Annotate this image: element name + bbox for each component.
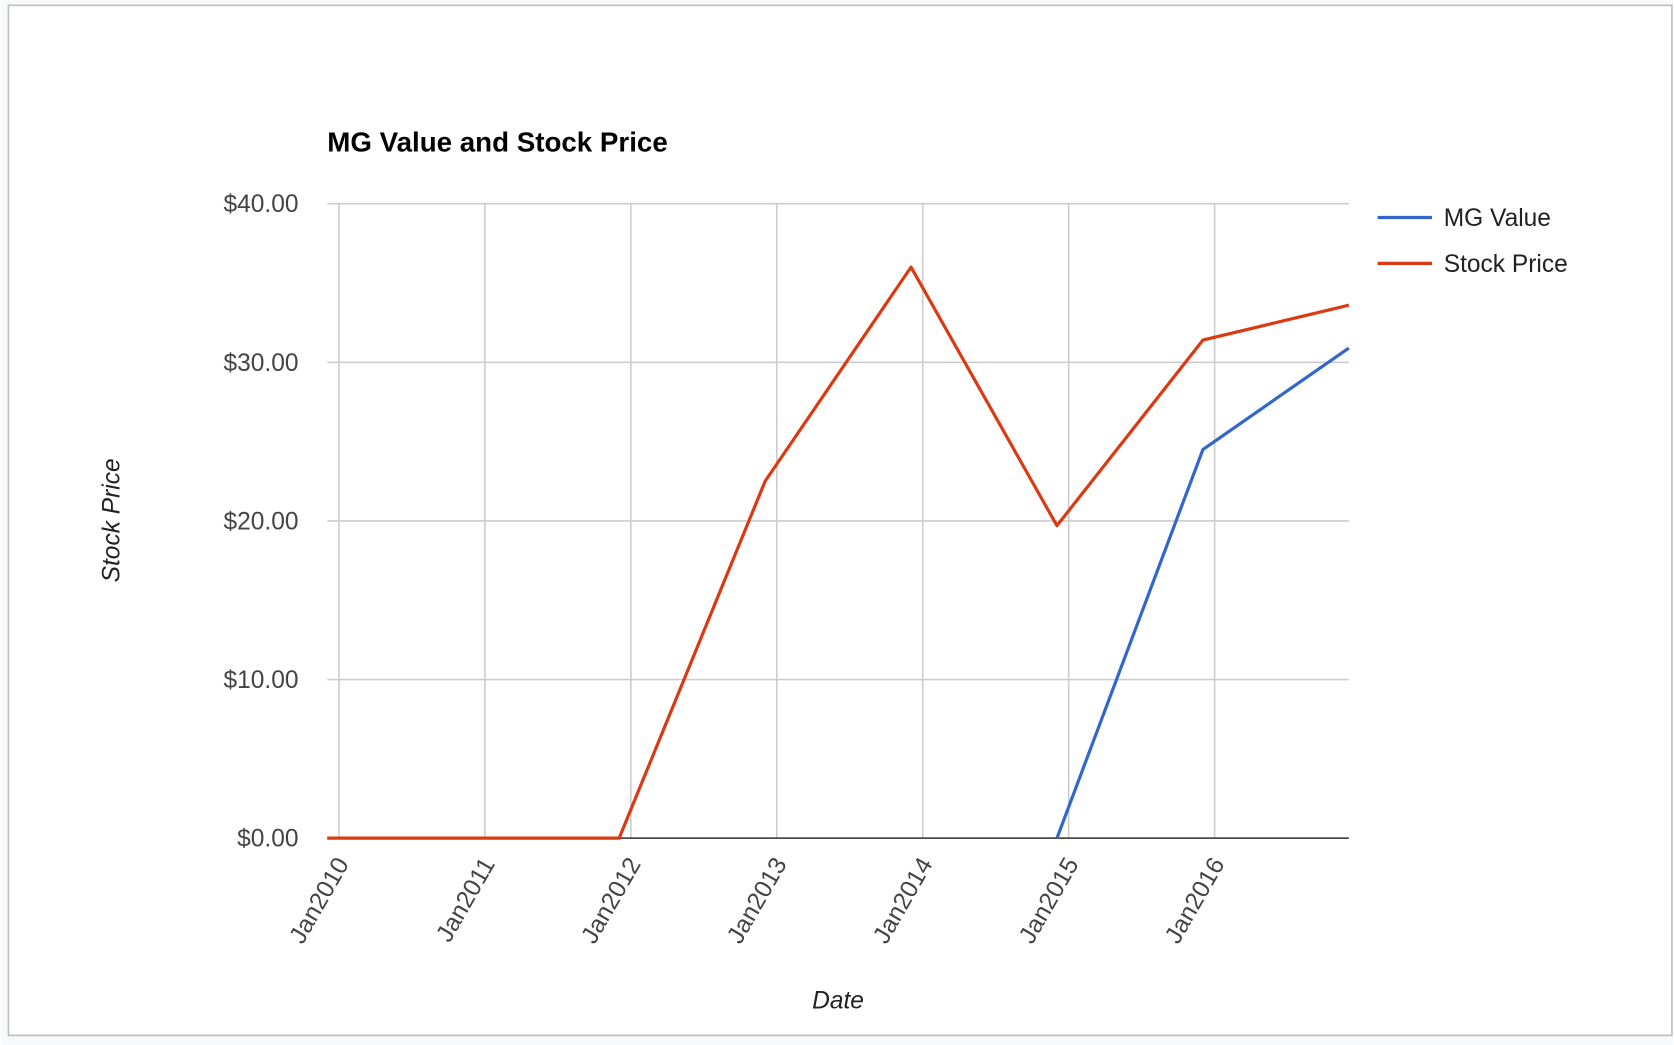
y-tick-label: $40.00 <box>224 191 299 218</box>
y-tick-label: $0.00 <box>237 826 298 853</box>
x-axis-label: Date <box>812 988 864 1015</box>
y-axis-label: Stock Price <box>98 458 125 582</box>
y-tick-label: $10.00 <box>224 667 299 694</box>
series-line <box>1055 346 1350 839</box>
y-tick-label: $20.00 <box>224 508 299 535</box>
legend-label: Stock Price <box>1444 251 1568 278</box>
series-line <box>327 265 1350 840</box>
plot-area <box>327 265 1350 840</box>
grid <box>327 202 1349 839</box>
legend-label: MG Value <box>1444 205 1551 232</box>
y-tick-label: $30.00 <box>224 350 299 377</box>
chart-title: MG Value and Stock Price <box>327 126 667 157</box>
